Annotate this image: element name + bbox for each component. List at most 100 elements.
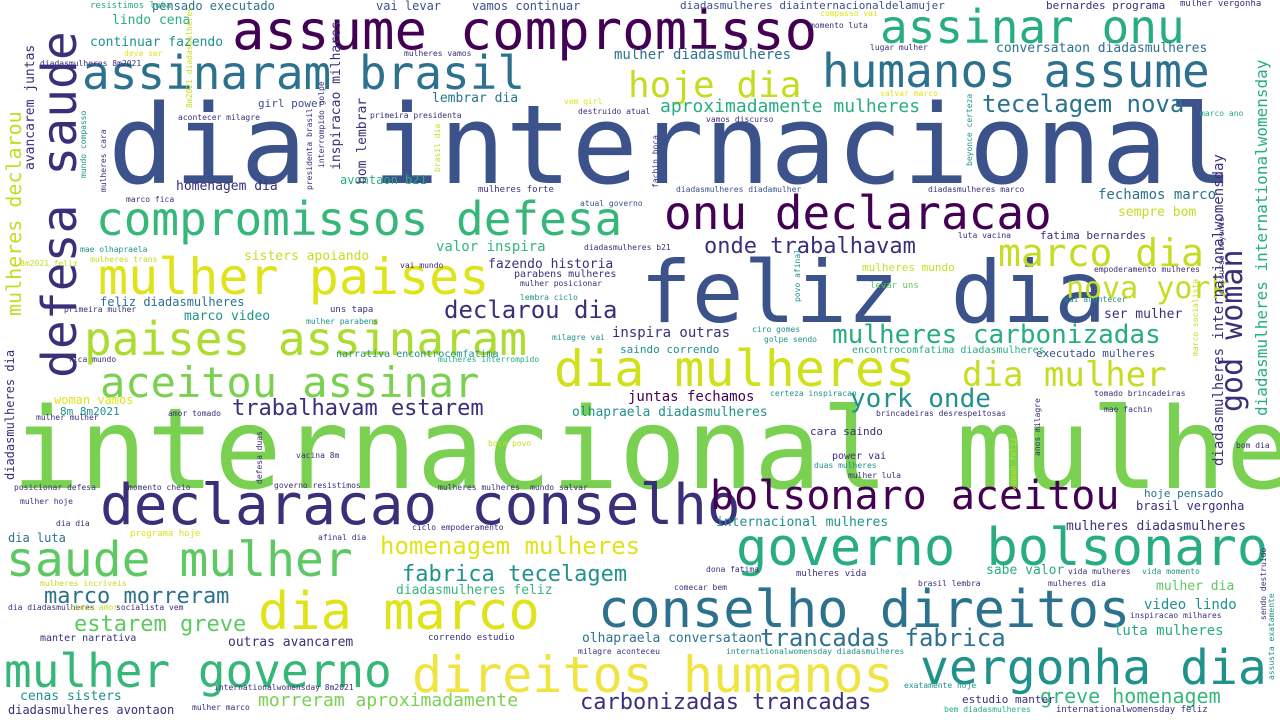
word-mulheres-dia: mulheres dia [1048, 579, 1106, 588]
word-mulheres-vida: mulheres vida [796, 569, 867, 579]
word-fechamos-marco: fechamos marco [1098, 187, 1217, 203]
word-afinal-dia: afinal dia [318, 533, 367, 542]
word-mae-olhapraela: mae olhapraela [80, 245, 148, 254]
word-mulheres-carbonizadas: mulheres carbonizadas [832, 320, 1161, 350]
word-executado-mulheres: executado mulheres [1036, 347, 1156, 360]
word-aceitou-assinar: aceitou assinar [100, 358, 480, 407]
word-mulheres-cara: mulheres cara [99, 129, 108, 192]
word-beyonce-certeza: beyonce certeza [965, 93, 974, 166]
word-vem-girl: vem girl [564, 97, 603, 106]
word-brasil-vergonha: brasil vergonha [1136, 499, 1245, 513]
word-bom-lembrar: bom lembrar [355, 97, 370, 184]
word-hoje-dia: hoje dia [628, 65, 802, 106]
word-assinar-onu: assinar onu [880, 0, 1185, 54]
word-estarem-greve: estarem greve [74, 612, 247, 637]
word-saindo-correndo: saindo correndo [620, 343, 720, 356]
word-golpe-sendo: golpe sendo [764, 335, 817, 344]
word-girl-power: girl power [258, 97, 325, 110]
word-internationalwomensday-feliz: internationalwomensday feliz [1056, 705, 1208, 715]
word-diadasmulheres-diadamulher: diadasmulheres diadamulher [676, 185, 802, 194]
word-vamos-continuar: vamos continuar [472, 0, 581, 13]
word-tomado-brincadeiras: tomado brincadeiras [1094, 389, 1186, 398]
word-luta-mulheres: luta mulheres [1114, 623, 1224, 639]
word-dona-fatima: dona fatima [706, 565, 759, 574]
word-pensado-executado: pensado executado [152, 0, 275, 13]
word-diadasmulheres-marco: diadasmulheres marco [928, 185, 1025, 194]
word-ciro-gomes: ciro gomes [752, 325, 801, 334]
word-paises-assinaram: paises assinaram [84, 312, 528, 366]
word-boca-povo: boca povo [488, 439, 532, 448]
word-trabalhavam-estarem: trabalhavam estarem [232, 396, 484, 421]
word-mulher-sabe: inspiracao milhares [329, 21, 344, 170]
word-york-onde: york onde [850, 384, 991, 414]
word-8m2021-diadasmulheres: 8m2021 diadasmulheres [185, 6, 194, 108]
word-dia-internacional: dia internacional [108, 81, 1234, 209]
word-fica-mundo: fica mundo [68, 355, 117, 364]
word-8m-8m2021: 8m 8m2021 [60, 405, 120, 418]
word-lembrar-dia: lembrar dia [432, 91, 519, 106]
word-vacina-8m: vacina 8m [296, 451, 340, 460]
word-conversataon-diadasmulheres: conversataon diadasmulheres [996, 41, 1208, 56]
word-compromissos-defesa: compromissos defesa [96, 192, 623, 246]
word-presidenta-brasil: presidenta brasil [305, 108, 314, 190]
word-homenagem-dia: homenagem dia [176, 179, 278, 194]
word-mulheres-incriveis: mulheres incriveis [40, 579, 127, 588]
word-governo-bolsonaro: governo bolsonaro [736, 518, 1269, 578]
word-socialista-vem: socialista vem [116, 603, 184, 612]
word-bem-diadasmulheres: bem diadasmulheres [944, 705, 1031, 714]
word-diadasmulheres-b21: diadasmulheres b21 [584, 243, 671, 252]
word-fachin-boca: fachin boca [651, 135, 660, 188]
word-lugar-mulher: lugar mulher [870, 43, 928, 52]
word-anos-milagre: anos milagre [1033, 398, 1042, 456]
word-saude-mulher: saude mulher [6, 532, 353, 588]
word-compasso-vai: compasso vai [820, 9, 878, 18]
word-sempre-bom: sempre bom [1118, 205, 1197, 220]
word-internacional-mulher: internacional mulher [12, 385, 1280, 515]
word-video-lindo: video lindo [1144, 597, 1237, 613]
word-milagre-vai: milagre vai [552, 333, 605, 342]
word-fazendo-historia: fazendo historia [488, 257, 614, 272]
word-dia-marco: dia marco [258, 582, 540, 642]
word-mulheres-diadasmulheres: mulheres diadasmulheres [1066, 519, 1247, 534]
word-marco-video: marco video [184, 309, 271, 324]
word-mulher-dia: mulher dia [1156, 579, 1235, 594]
word-correndo-estudio: correndo estudio [428, 633, 515, 643]
word-deve-ser: deve ser [124, 49, 163, 58]
word-levar-uns: levar uns [870, 281, 919, 291]
word-acontecer-milagre: acontecer milagre [178, 113, 260, 122]
word-exatamente-hoje: exatamente hoje [904, 681, 977, 690]
word-bernardes-programa: bernardes programa [1046, 0, 1166, 12]
word-mundo-compasso: mundo compasso [79, 110, 88, 178]
word-salvar-marco: salvar marco [880, 89, 938, 98]
word-resistimos-luta: resistimos luta [90, 1, 172, 11]
word-encontrocomfatima-diadasmulheres: encontrocomfatima diadasmulheres [852, 345, 1045, 356]
word-destruido-atual: destruido atual [578, 107, 651, 116]
word-luta-vacina: luta vacina [958, 231, 1011, 240]
word-mulher-parabens: mulher parabens [306, 317, 379, 326]
word-mundo-salvar: mundo salvar [530, 483, 588, 492]
word-inspira-outras: inspira outras [612, 325, 731, 341]
word-olhapraela-diadasmulheres: olhapraela diadasmulheres [572, 405, 768, 420]
word-sisters-apoiando: sisters apoiando [244, 249, 370, 264]
word-olhapraela-conversataon: olhapraela conversataon [582, 631, 763, 646]
word-internacional-mulheres: internacional mulheres [716, 515, 889, 530]
word-hoje-pensado: hoje pensado [1144, 487, 1224, 500]
word-cenas-sisters: cenas sisters [20, 689, 122, 704]
word-internationalwomensday-8m2021: internationalwomensday 8m2021 [214, 683, 354, 692]
word-inspiracao-milhares: inspiracao milhares [1130, 611, 1222, 620]
word-onu-declaracao: onu declaracao [664, 186, 1052, 240]
word-carbonizadas-trancadas: carbonizadas trancadas [580, 690, 872, 715]
word-brincadeiras-desrespeitosas: brincadeiras desrespeitosas [876, 409, 1007, 418]
word-mulher-hoje: mulher hoje [20, 497, 73, 506]
word-narrativa-encontrocomfatima: narrativa encontrocomfatima [336, 349, 499, 360]
word-feliz-dia: feliz dia [640, 243, 1106, 343]
word-woman-feliz: woman feliz [1009, 437, 1018, 490]
word-mulheres-declarou: mulheres declarou [2, 111, 26, 316]
word-brasil-dia: brasil dia [433, 123, 442, 172]
word-diadasmulheres-dia: diadasmulheres dia [3, 349, 17, 480]
word-amor-tomado: amor tomado [168, 409, 221, 418]
word-cheio-amor: cheio amor [70, 603, 119, 612]
word-valor-inspira: valor inspira [436, 239, 546, 255]
word-mulheres-mulheres: mulheres mulheres [438, 483, 520, 492]
